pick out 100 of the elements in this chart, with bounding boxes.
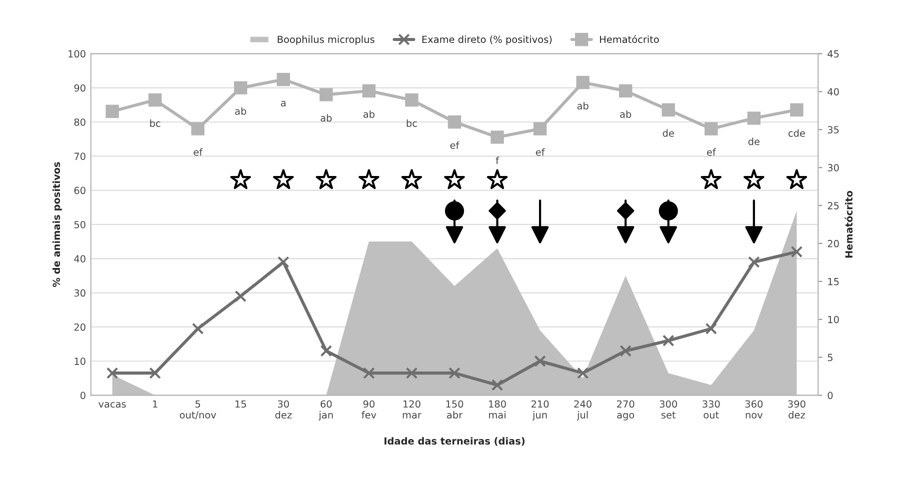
point [576,76,590,90]
point [273,169,294,190]
x-tick-label: 90 fev [362,400,376,419]
point [619,84,632,98]
point [748,256,760,268]
y-tick-label: 40 [74,255,86,262]
y-tick-label: 30 [74,289,86,297]
point [448,367,460,379]
point [747,112,761,125]
x-tick-label: 390 dez [788,400,806,419]
point [616,226,634,244]
point [704,122,718,136]
point [660,226,678,244]
data-label: ab [577,102,588,110]
point [448,115,462,129]
x-tick-label: 150 abr [446,400,464,419]
point [191,122,204,136]
point [234,81,248,94]
y-tick-label: 70 [74,152,86,160]
data-label: bc [150,119,160,127]
data-label: a [281,100,286,106]
data-label: ab [320,114,332,122]
y-tick-label: 60 [74,186,86,194]
point [576,367,589,379]
point [533,122,547,136]
point [744,169,764,190]
x-tick-label: 300 set [660,400,678,419]
point [405,93,418,107]
data-label: de [748,138,760,146]
point [446,226,464,244]
y-tick-label: 90 [74,84,86,92]
y-tick-label: 0 [80,392,86,400]
y-tick-label: 20 [74,323,86,331]
point [662,334,674,347]
point [106,367,118,379]
point [149,367,161,379]
x-tick-label: 120 mar [402,400,422,419]
point [620,344,632,357]
x-tick-label: 5 out/nov [180,400,216,420]
legend-label: Boophilus microplus [278,36,374,45]
x-tick-label: 360 nov [745,400,763,419]
point [234,290,247,302]
x-tick-label: 180 mai [489,400,506,419]
data-label: ab [620,110,632,118]
x-tick-label: 60 jan [318,400,333,420]
point [534,355,546,368]
x-tick-label: 1 [153,400,158,408]
y-tick-label: 50 [74,220,86,228]
y-tick-label: 10 [74,358,86,365]
x-tick-label: 30 dez [275,400,292,419]
point [406,367,418,379]
point [277,256,290,268]
point [401,169,422,190]
y2-tick-label: 30 [828,164,839,172]
x-tick-label: 330 out [702,400,720,419]
data-label: bc [406,119,417,127]
point [491,379,504,391]
point [148,93,162,107]
point [790,246,803,258]
data-label: ef [536,148,545,156]
x-tick-label: 210 jun [531,400,549,420]
data-label: f [496,156,500,164]
y2-tick-label: 5 [828,354,832,362]
y2-axis-title: Hematócrito [844,190,853,258]
point [531,226,549,244]
point [358,169,380,190]
point [705,322,718,335]
y2-tick-label: 15 [828,278,839,286]
y-tick-label: 100 [68,50,86,58]
data-label: cde [788,129,805,137]
data-label: de [662,129,674,137]
y2-tick-label: 10 [828,316,839,324]
point [276,72,290,86]
y2-tick-label: 40 [828,88,839,96]
point [490,130,504,144]
y2-tick-label: 20 [828,240,839,248]
point [486,169,508,190]
point [192,322,204,335]
x-axis-title: Idade das terneiras (dias) [384,437,525,446]
data-label: ef [450,141,460,149]
y2-tick-label: 25 [828,202,839,210]
x-tick-label: vacas [98,402,126,408]
y2-tick-label: 35 [828,126,839,134]
point [745,226,763,244]
point [106,104,119,118]
data-label: ef [194,148,203,156]
point [320,344,332,357]
y2-tick-label: 0 [828,392,833,400]
point [362,84,376,98]
x-tick-label: 15 [236,400,246,408]
point [444,169,465,190]
point [320,88,333,102]
legend-label: Exame direto (% positivos) [422,36,552,45]
y-tick-label: 80 [74,118,86,126]
x-tick-label: 270 ago [617,400,634,420]
x-tick-label: 240 jul [574,400,592,420]
data-label: ab [235,107,246,115]
point [662,103,675,116]
point [316,169,337,190]
y2-tick-label: 45 [828,50,839,58]
